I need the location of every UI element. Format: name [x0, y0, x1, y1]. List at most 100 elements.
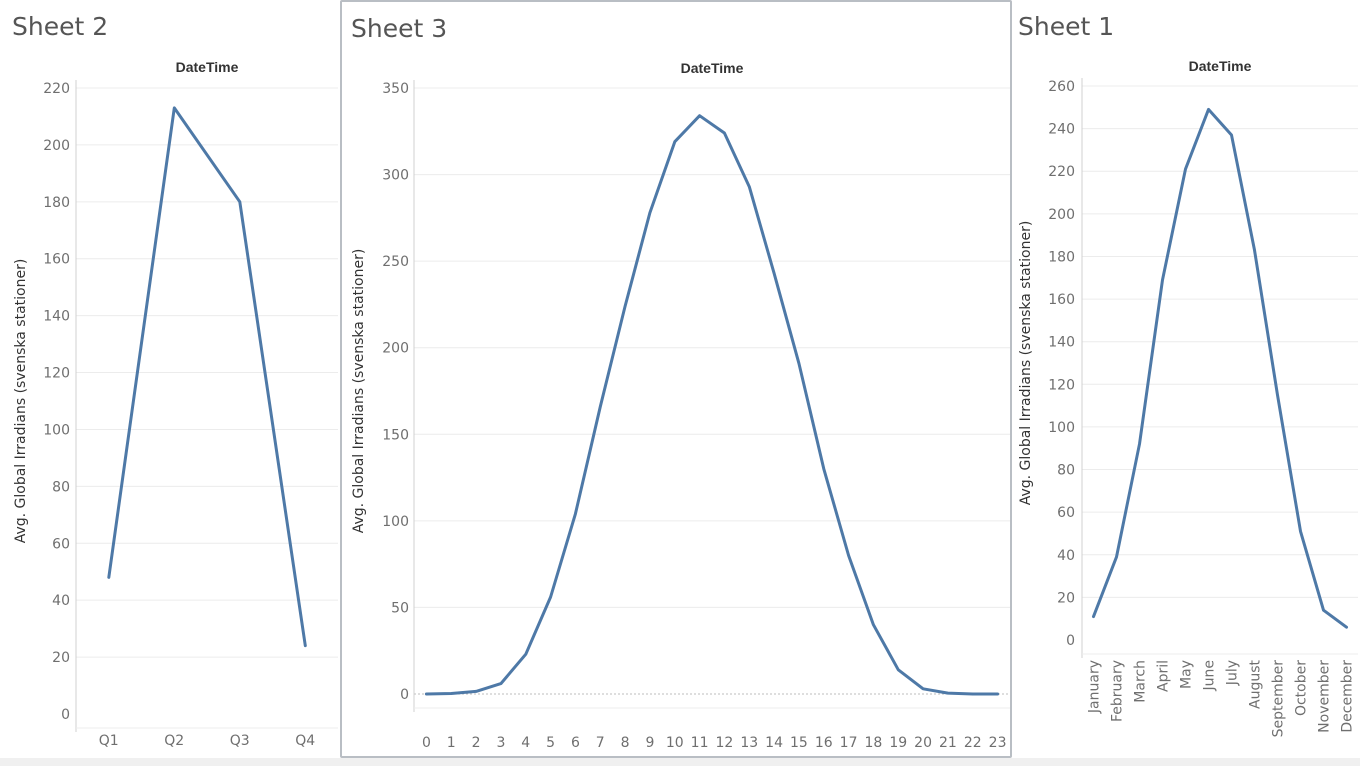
y-tick-label: 160	[1048, 292, 1075, 308]
x-tick-label: August	[1248, 659, 1264, 709]
data-point[interactable]	[301, 642, 309, 650]
data-point[interactable]	[1113, 553, 1121, 561]
x-tick-label: 18	[865, 735, 883, 751]
data-point[interactable]	[547, 593, 555, 601]
x-tick-label: 16	[815, 735, 833, 751]
x-tick-label: 10	[666, 735, 684, 751]
data-point[interactable]	[994, 690, 1002, 698]
x-tick-label: Q1	[99, 733, 119, 749]
data-point[interactable]	[422, 690, 430, 698]
x-tick-label: December	[1340, 660, 1356, 733]
data-point[interactable]	[497, 680, 505, 688]
x-tick-label: 8	[621, 735, 630, 751]
data-point[interactable]	[170, 104, 178, 112]
data-point[interactable]	[621, 302, 629, 310]
y-tick-label: 40	[1057, 548, 1075, 564]
x-tick-label: 1	[447, 735, 456, 751]
data-point[interactable]	[1182, 165, 1190, 173]
data-point[interactable]	[869, 621, 877, 629]
y-tick-label: 250	[382, 254, 409, 270]
data-point[interactable]	[969, 690, 977, 698]
data-point[interactable]	[944, 689, 952, 697]
sheet-2-panel[interactable]: Sheet 2 DateTime Avg. Global Irradians (s…	[0, 0, 340, 758]
sheet-1-chart[interactable]: DateTime Avg. Global Irradians (svenska s…	[1012, 0, 1360, 758]
sheet-title: Sheet 2	[12, 12, 109, 41]
data-point[interactable]	[770, 269, 778, 277]
y-tick-label: 260	[1048, 79, 1075, 95]
x-tick-label: July	[1225, 660, 1241, 686]
sheet-3-panel[interactable]: Sheet 3 DateTime Avg. Global Irradians (s…	[340, 0, 1012, 758]
y-axis-label: Avg. Global Irradians (svenska stationer…	[351, 249, 367, 534]
y-tick-label: 180	[43, 195, 70, 211]
data-point[interactable]	[596, 403, 604, 411]
data-point[interactable]	[105, 573, 113, 581]
data-point[interactable]	[745, 183, 753, 191]
column-header: DateTime	[681, 60, 744, 76]
y-tick-label: 200	[382, 341, 409, 357]
x-tick-label: March	[1133, 660, 1149, 703]
data-point[interactable]	[522, 650, 530, 658]
data-point[interactable]	[472, 687, 480, 695]
sheet-1-panel[interactable]: Sheet 1 DateTime Avg. Global Irradians (s…	[1012, 0, 1360, 758]
x-tick-label: October	[1294, 660, 1310, 716]
data-point[interactable]	[671, 138, 679, 146]
data-point[interactable]	[919, 685, 927, 693]
y-tick-label: 0	[61, 707, 70, 723]
data-point[interactable]	[894, 666, 902, 674]
y-tick-label: 20	[52, 650, 70, 666]
x-tick-label: 17	[840, 735, 858, 751]
y-tick-label: 0	[1066, 633, 1075, 649]
data-point[interactable]	[720, 129, 728, 137]
sheet-2-chart[interactable]: DateTime Avg. Global Irradians (svenska s…	[0, 0, 340, 758]
x-tick-label: 5	[546, 735, 555, 751]
data-point[interactable]	[1343, 623, 1351, 631]
data-point[interactable]	[1274, 391, 1282, 399]
data-point[interactable]	[1251, 246, 1259, 254]
data-point[interactable]	[795, 359, 803, 367]
x-tick-label: 14	[765, 735, 783, 751]
y-tick-label: 60	[52, 536, 70, 552]
data-point[interactable]	[1159, 276, 1167, 284]
y-tick-label: 100	[43, 422, 70, 438]
data-point[interactable]	[1320, 606, 1328, 614]
data-point[interactable]	[1297, 527, 1305, 535]
series-line[interactable]	[424, 114, 1000, 696]
series-line[interactable]	[107, 106, 307, 648]
x-tick-label: 11	[691, 735, 709, 751]
data-point[interactable]	[571, 510, 579, 518]
x-tick-label: 12	[716, 735, 734, 751]
sheet-title: Sheet 1	[1018, 12, 1115, 41]
data-point[interactable]	[820, 465, 828, 473]
data-point[interactable]	[845, 551, 853, 559]
data-point[interactable]	[1205, 105, 1213, 113]
y-tick-label: 60	[1057, 505, 1075, 521]
x-tick-label: 9	[645, 735, 654, 751]
y-tick-label: 40	[52, 593, 70, 609]
data-point[interactable]	[236, 198, 244, 206]
sheet-3-chart[interactable]: DateTime Avg. Global Irradians (svenska s…	[342, 2, 1010, 756]
y-tick-label: 240	[1048, 122, 1075, 138]
x-tick-label: 2	[472, 735, 481, 751]
x-tick-label: Q3	[230, 733, 250, 749]
y-tick-label: 300	[382, 168, 409, 184]
x-tick-label: 20	[914, 735, 932, 751]
column-header: DateTime	[1189, 58, 1252, 74]
y-tick-label: 0	[400, 687, 409, 703]
data-point[interactable]	[1228, 131, 1236, 139]
x-tick-label: 15	[790, 735, 808, 751]
data-point[interactable]	[696, 112, 704, 120]
data-point[interactable]	[1090, 613, 1098, 621]
y-tick-label: 180	[1048, 249, 1075, 265]
y-tick-label: 150	[382, 427, 409, 443]
data-point[interactable]	[1136, 440, 1144, 448]
x-tick-label: May	[1179, 660, 1195, 689]
x-tick-label: 19	[889, 735, 907, 751]
y-tick-label: 200	[1048, 207, 1075, 223]
y-tick-label: 80	[1057, 463, 1075, 479]
y-tick-label: 80	[52, 479, 70, 495]
x-tick-label: Q2	[164, 733, 184, 749]
y-tick-label: 140	[43, 309, 70, 325]
series-line[interactable]	[1092, 107, 1348, 629]
data-point[interactable]	[447, 689, 455, 697]
data-point[interactable]	[646, 209, 654, 217]
